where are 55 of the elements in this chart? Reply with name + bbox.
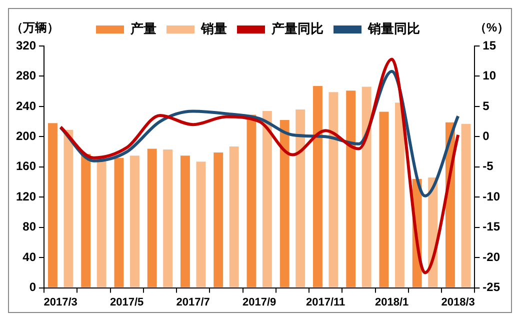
x-tick-label: 2017/7 <box>176 296 210 308</box>
x-tick-label: 2017/5 <box>110 296 144 308</box>
y2-tick-label: 10 <box>482 68 496 83</box>
bar <box>296 109 306 288</box>
legend-label: 销量 <box>200 21 227 36</box>
y2-tick-label: -20 <box>482 250 500 264</box>
bar <box>461 124 471 288</box>
y2-tick-label: -5 <box>482 159 494 174</box>
y-tick-label: 240 <box>16 98 36 113</box>
bar <box>114 158 124 288</box>
y2-tick-label: 15 <box>482 38 496 52</box>
bar <box>163 150 173 288</box>
x-tick-label: 2017/11 <box>306 296 346 308</box>
bar <box>64 130 74 288</box>
bar <box>196 162 206 288</box>
legend-label: 产量 <box>130 21 156 36</box>
y2-tick-label: 5 <box>482 98 490 113</box>
y-tick-label: 120 <box>16 189 36 204</box>
y2-tick-label: -25 <box>482 280 500 294</box>
bar <box>328 92 338 288</box>
bar <box>48 123 58 288</box>
bar <box>147 148 157 288</box>
legend-label: 销量同比 <box>367 21 420 36</box>
bar <box>96 157 106 288</box>
y2-tick-label: 0 <box>482 128 490 143</box>
x-tick-label: 2018/1 <box>375 296 409 308</box>
bar <box>346 90 356 288</box>
x-tick-label: 2017/9 <box>242 296 276 308</box>
bar <box>214 152 224 288</box>
bar <box>394 102 404 288</box>
y-tick-label: 80 <box>22 220 36 234</box>
bar <box>180 156 190 288</box>
y-tick-label: 280 <box>16 68 36 83</box>
y-tick-label: 320 <box>16 38 36 52</box>
bar <box>81 154 91 288</box>
y-tick-label: 200 <box>16 128 36 143</box>
y2-tick-label: -15 <box>482 220 500 234</box>
y-tick-label: 40 <box>22 250 36 264</box>
bar <box>229 146 239 288</box>
x-tick-label: 2017/3 <box>44 296 78 308</box>
x-tick-label: 2018/3 <box>441 296 475 308</box>
legend-label: 产量同比 <box>270 21 324 36</box>
bar <box>379 112 389 288</box>
bar <box>246 114 256 288</box>
y2-tick-label: -10 <box>482 189 500 204</box>
y-tick-label: 160 <box>16 159 36 174</box>
bar <box>280 120 290 288</box>
line-series <box>59 58 460 274</box>
y-tick-label: 0 <box>29 280 36 294</box>
bar <box>313 86 322 288</box>
bar <box>362 86 372 288</box>
y-axis-title: （万辆） <box>11 20 59 34</box>
bar <box>130 156 140 288</box>
y2-axis-title: （%） <box>474 20 509 34</box>
bar <box>262 110 272 288</box>
